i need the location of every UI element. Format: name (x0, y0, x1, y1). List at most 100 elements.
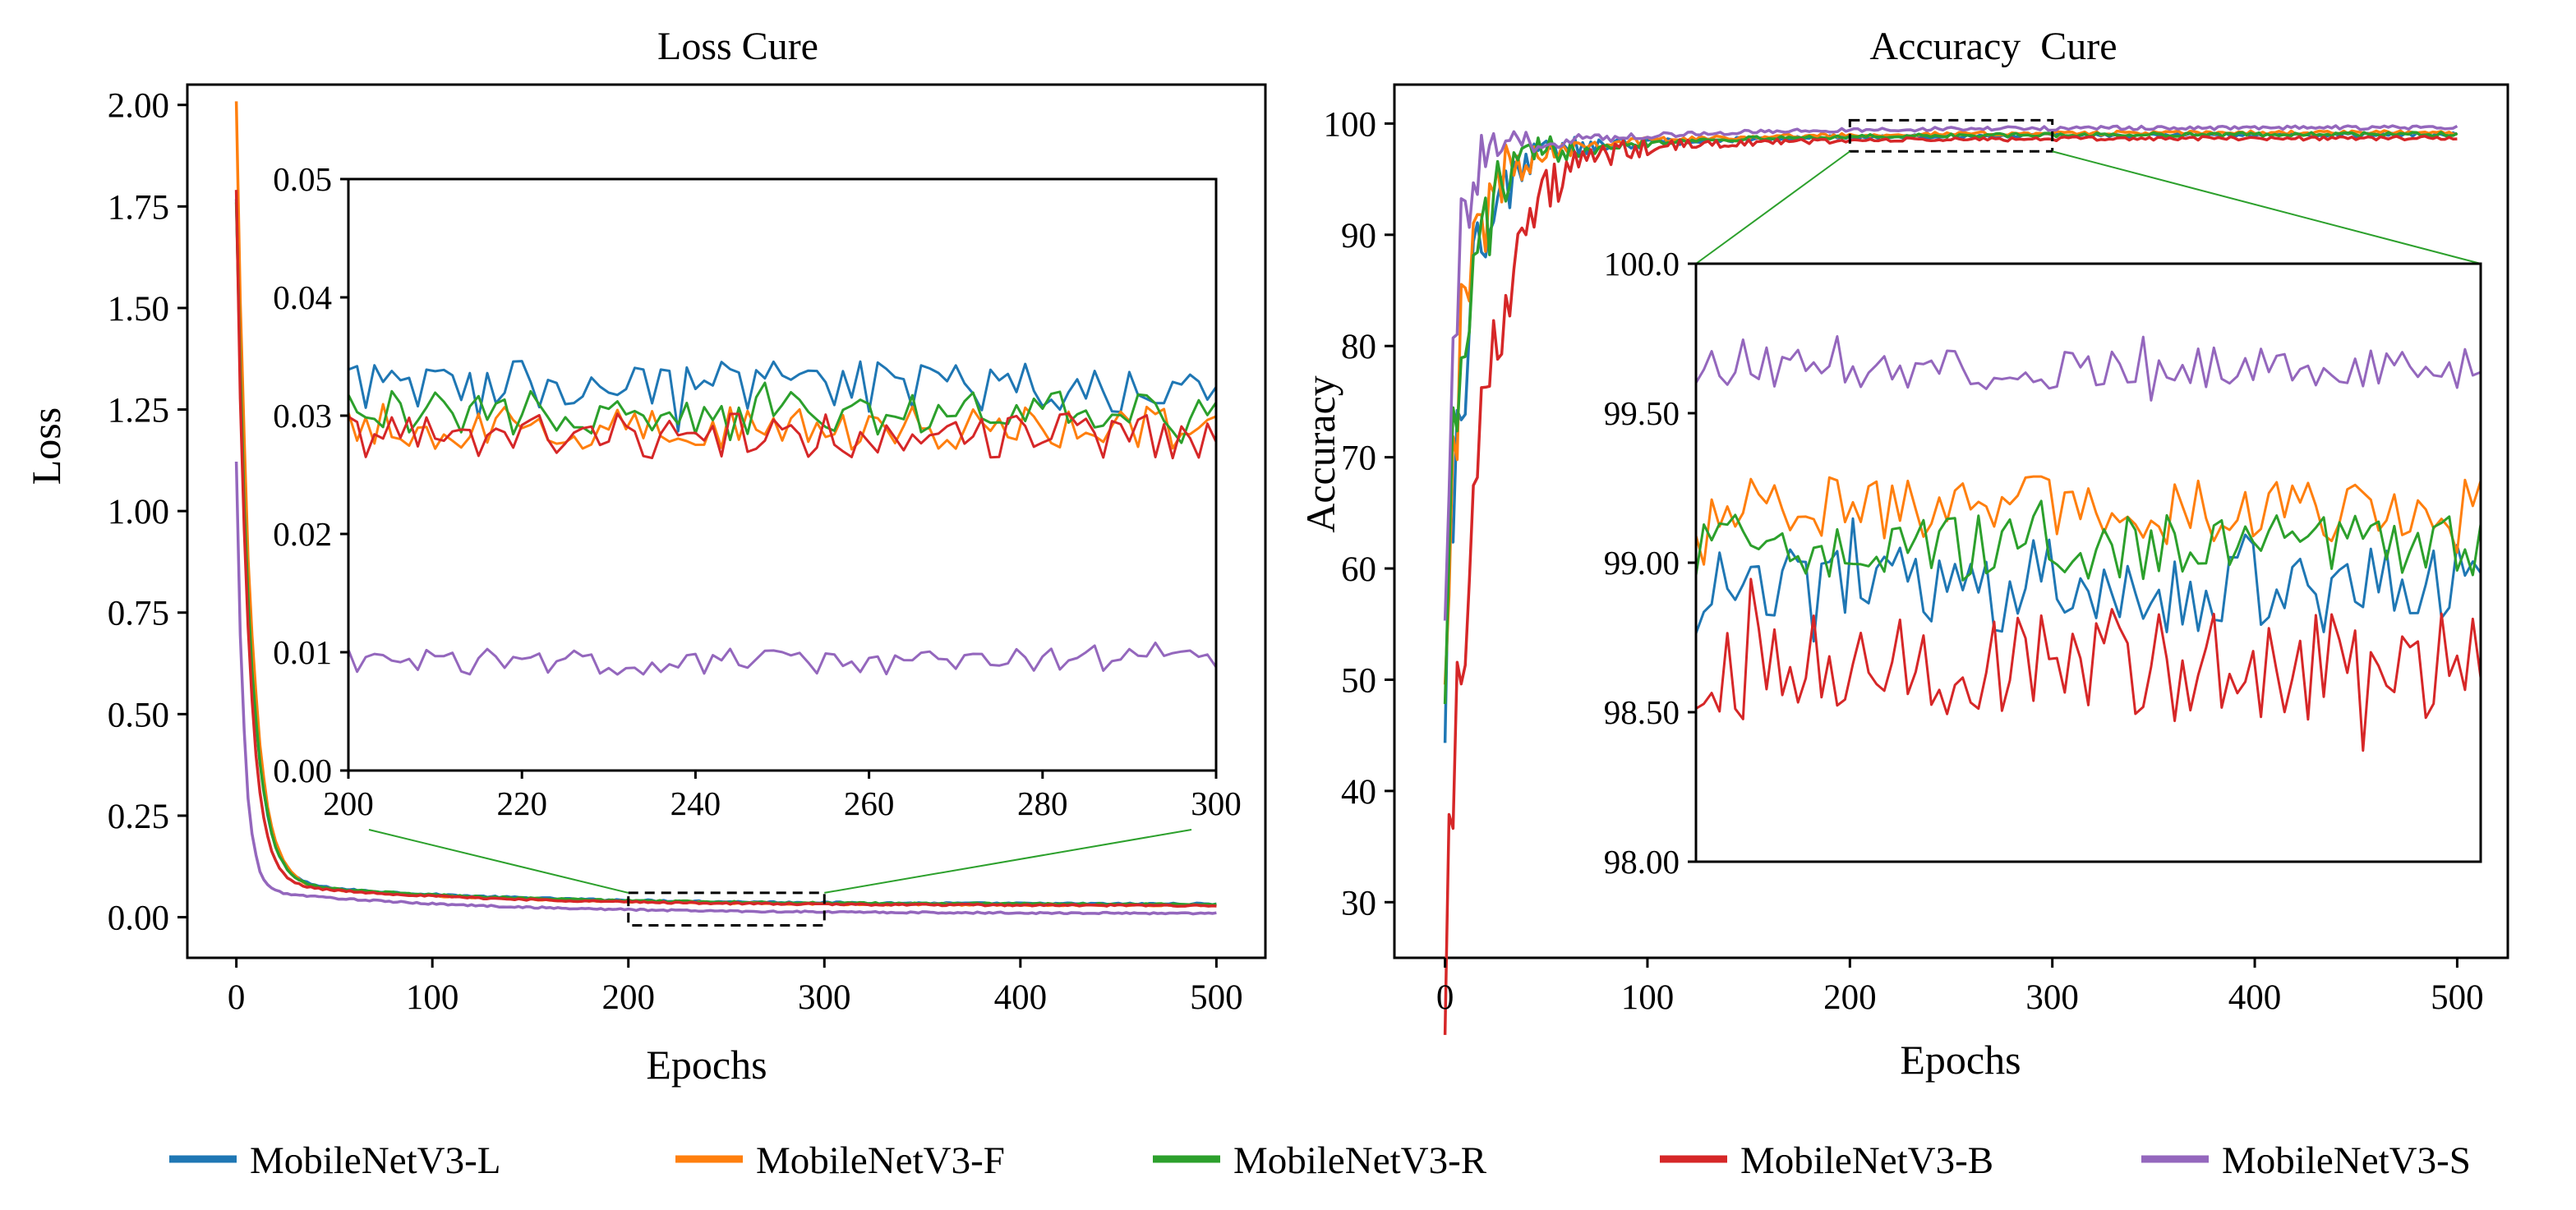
y-tick-label: 80 (1341, 328, 1376, 366)
inset-line-mobilenetv3-l (348, 360, 1218, 433)
inset-y-tick-label: 0.01 (273, 633, 332, 671)
accuracy-ylabel: Accuracy (1297, 375, 1343, 533)
inset-x-tick-label: 220 (496, 784, 547, 822)
legend-label: MobileNetV3-R (1233, 1139, 1487, 1182)
x-tick-label: 100 (1621, 978, 1675, 1017)
x-tick-label: 300 (798, 978, 851, 1017)
inset-y-tick-label: 99.50 (1604, 394, 1680, 432)
inset-y-tick-label: 99.00 (1604, 544, 1680, 582)
accuracy-zoom-connector-right (2052, 150, 2482, 265)
x-tick-label: 500 (2431, 978, 2484, 1017)
accuracy-title: Accuracy Cure (1869, 25, 2117, 68)
legend-label: MobileNetV3-B (1740, 1139, 1993, 1182)
line-mobilenetv3-s (234, 461, 1217, 916)
accuracy-zoom-box (1848, 118, 2054, 153)
accuracy-inset-lines (1694, 335, 2482, 752)
inset-x-tick-label: 300 (1191, 784, 1242, 822)
inset-y-tick-label: 0.03 (273, 397, 332, 435)
y-tick-label: 60 (1341, 550, 1376, 589)
loss-y-axis: 0.00 0.25 0.50 0.75 1.00 1.25 1.50 1.75 2.00 (108, 87, 187, 938)
y-tick-label: 0.00 (108, 899, 169, 938)
loss-inset-frame (347, 177, 1218, 772)
loss-inset-x-axis: 200 220 240 260 280 300 (323, 771, 1242, 822)
inset-y-tick-label: 0.04 (273, 278, 332, 316)
y-tick-label: 0.50 (108, 696, 169, 734)
inset-y-tick-label: 100.0 (1604, 245, 1680, 283)
inset-line-mobilenetv3-s (1694, 335, 2482, 402)
loss-zoom-connector-left (368, 829, 629, 894)
y-tick-label: 1.75 (108, 188, 169, 227)
x-tick-label: 0 (1436, 978, 1454, 1017)
loss-ylabel: Loss (23, 407, 69, 485)
inset-line-mobilenetv3-b (348, 412, 1218, 460)
y-tick-label: 100 (1324, 105, 1377, 144)
y-tick-label: 40 (1341, 773, 1376, 812)
loss-x-axis: 0 100 200 300 400 500 (228, 958, 1243, 1017)
accuracy-chart: Accuracy Cure 0 100 200 300 400 500 30 40 50 60 7… (1297, 25, 2509, 1083)
inset-line-mobilenetv3-r (347, 381, 1218, 444)
legend-label: MobileNetV3-L (250, 1139, 500, 1182)
line-mobilenetv3-s (1443, 124, 2458, 621)
loss-chart: Loss Cure 0 100 200 300 400 500 0.000.250.500… (23, 25, 1267, 1088)
y-tick-label: 70 (1341, 439, 1376, 478)
inset-x-tick-label: 280 (1017, 784, 1068, 822)
line-mobilenetv3-b (1443, 135, 2458, 1035)
y-tick-label: 2.00 (108, 87, 169, 126)
legend-item-mobilenetv3-r: MobileNetV3-R (1153, 1139, 1487, 1182)
loss-plot-frame (186, 83, 1267, 959)
x-tick-label: 500 (1190, 978, 1243, 1017)
inset-y-tick-label: 0.05 (273, 160, 332, 198)
x-tick-label: 400 (994, 978, 1048, 1017)
inset-line-mobilenetv3-f (1694, 475, 2482, 566)
y-tick-label: 1.50 (108, 290, 169, 329)
x-tick-label: 200 (1823, 978, 1877, 1017)
accuracy-zoom-connector-left (1695, 150, 1850, 265)
loss-inset: 200 220 240 260 280 300 0.000.010.020.030.040… (273, 160, 1242, 822)
y-tick-label: 30 (1341, 884, 1376, 922)
legend-label: MobileNetV3-S (2222, 1139, 2471, 1182)
x-tick-label: 0 (228, 978, 246, 1017)
legend-item-mobilenetv3-b: MobileNetV3-B (1660, 1139, 1993, 1182)
accuracy-x-axis: 0 100 200 300 400 500 (1436, 958, 2484, 1017)
loss-inset-lines (347, 360, 1218, 676)
y-tick-label: 1.00 (108, 493, 169, 531)
accuracy-inset-y-axis: 98.00 98.50 99.00 99.50 100.0 (1604, 245, 1696, 881)
legend-label: MobileNetV3-F (756, 1139, 1005, 1182)
x-tick-label: 400 (2228, 978, 2282, 1017)
y-tick-label: 0.75 (108, 595, 169, 633)
accuracy-plot-frame (1393, 83, 2509, 959)
inset-x-tick-label: 240 (670, 784, 721, 822)
legend-item-mobilenetv3-f: MobileNetV3-F (675, 1139, 1005, 1182)
inset-line-mobilenetv3-s (347, 642, 1218, 676)
inset-line-mobilenetv3-b (1695, 577, 2482, 752)
inset-y-tick-label: 98.50 (1604, 693, 1680, 731)
accuracy-series-lines (1443, 124, 2458, 1035)
loss-inset-y-axis: 0.00 0.01 0.02 0.03 0.04 0.05 (273, 160, 348, 789)
x-tick-label: 300 (2025, 978, 2079, 1017)
accuracy-inset: 98.00 98.50 99.00 99.50 100.0 (1604, 245, 2482, 881)
legend: MobileNetV3-L MobileNetV3-F MobileNetV3-R M… (169, 1139, 2471, 1182)
y-tick-label: 0.25 (108, 798, 169, 836)
inset-y-tick-label: 0.00 (273, 752, 332, 789)
loss-xlabel: Epochs (646, 1042, 767, 1088)
inset-y-tick-label: 0.02 (273, 515, 332, 553)
accuracy-inset-frame (1694, 262, 2482, 863)
loss-series-lines (234, 101, 1217, 916)
inset-x-tick-label: 200 (323, 784, 374, 822)
accuracy-y-axis: 30 40 50 60 70 80 90 100 (1324, 105, 1394, 922)
legend-item-mobilenetv3-l: MobileNetV3-L (169, 1139, 500, 1182)
x-tick-label: 200 (601, 978, 655, 1017)
y-tick-label: 90 (1341, 217, 1376, 255)
accuracy-xlabel: Epochs (1900, 1037, 2021, 1083)
inset-x-tick-label: 260 (844, 784, 895, 822)
line-mobilenetv3-b (234, 190, 1217, 909)
y-tick-label: 1.25 (108, 392, 169, 430)
loss-title: Loss Cure (657, 25, 818, 68)
y-tick-label: 50 (1341, 661, 1376, 700)
inset-line-mobilenetv3-r (1694, 499, 2482, 582)
inset-y-tick-label: 98.00 (1604, 843, 1680, 881)
legend-item-mobilenetv3-s: MobileNetV3-S (2141, 1139, 2471, 1182)
loss-zoom-connector-right (824, 829, 1192, 894)
x-tick-label: 100 (406, 978, 459, 1017)
